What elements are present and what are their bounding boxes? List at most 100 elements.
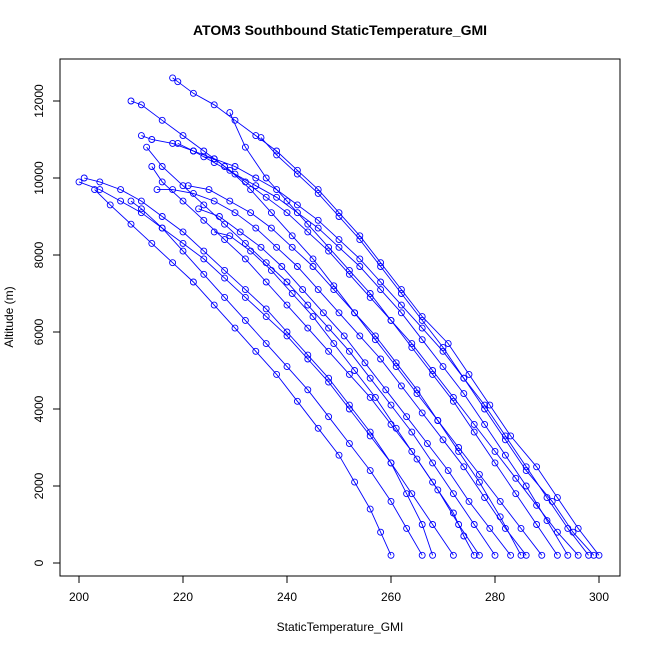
- y-tick-label: 8000: [32, 241, 46, 268]
- data-point: [148, 136, 156, 143]
- data-point: [221, 274, 229, 282]
- y-tick-label: 2000: [32, 472, 46, 499]
- data-point: [413, 386, 421, 394]
- data-point: [174, 139, 182, 147]
- data-point: [387, 459, 395, 467]
- series-line: [141, 135, 589, 556]
- data-point: [309, 263, 317, 270]
- data-point: [179, 239, 187, 247]
- data-point: [366, 374, 374, 382]
- series-line: [157, 189, 527, 556]
- data-point: [449, 490, 457, 498]
- data-point: [340, 332, 348, 340]
- data-point: [210, 228, 218, 236]
- data-point: [403, 413, 411, 421]
- data-point: [475, 470, 483, 478]
- data-point: [247, 247, 255, 255]
- data-point: [460, 532, 468, 540]
- plot-area: [75, 74, 603, 559]
- data-point: [210, 301, 218, 309]
- data-point: [397, 301, 405, 309]
- data-point: [512, 474, 520, 482]
- data-point: [293, 201, 301, 209]
- y-tick-label: 0: [32, 559, 46, 566]
- data-point: [408, 428, 416, 436]
- data-point: [267, 209, 275, 217]
- data-point: [429, 521, 437, 528]
- data-point: [585, 551, 593, 559]
- data-point: [304, 220, 312, 228]
- data-point: [148, 163, 156, 170]
- data-point: [231, 209, 239, 217]
- data-point: [366, 505, 374, 513]
- data-point: [392, 359, 400, 367]
- data-point: [387, 420, 395, 428]
- data-point: [293, 170, 301, 178]
- data-point: [309, 255, 317, 263]
- data-point: [351, 309, 359, 317]
- series: [91, 186, 395, 559]
- data-point: [496, 513, 504, 521]
- data-point: [189, 147, 197, 155]
- data-point: [262, 305, 270, 313]
- data-point: [169, 74, 177, 82]
- data-point: [507, 432, 515, 440]
- x-tick-label: 280: [485, 590, 505, 604]
- data-point: [247, 209, 255, 217]
- data-point: [491, 551, 499, 559]
- data-point: [262, 193, 270, 201]
- data-point: [335, 213, 343, 220]
- data-point: [470, 551, 478, 559]
- data-point: [91, 186, 99, 194]
- data-point: [564, 551, 572, 559]
- data-point: [283, 197, 291, 205]
- data-point: [247, 186, 255, 194]
- data-point: [387, 551, 395, 559]
- data-point: [377, 528, 385, 536]
- data-point: [241, 143, 249, 151]
- series: [137, 132, 593, 559]
- data-point: [273, 243, 281, 251]
- data-point: [299, 286, 307, 294]
- data-point: [169, 139, 177, 147]
- data-point: [252, 347, 260, 355]
- data-point: [288, 243, 296, 251]
- data-point: [179, 132, 187, 140]
- series-line: [229, 112, 558, 556]
- data-point: [169, 259, 177, 267]
- data-point: [418, 521, 426, 528]
- data-point: [501, 524, 509, 532]
- data-point: [366, 467, 374, 475]
- data-point: [397, 382, 405, 390]
- data-point: [283, 332, 291, 340]
- chart-title: ATOM3 Southbound StaticTemperature_GMI: [193, 22, 487, 38]
- data-point: [195, 205, 203, 213]
- y-tick-label: 10000: [32, 161, 46, 195]
- data-point: [335, 451, 343, 459]
- data-point: [106, 201, 114, 209]
- data-point: [387, 316, 395, 324]
- data-point: [158, 224, 166, 232]
- data-point: [356, 332, 364, 340]
- data-point: [455, 447, 463, 455]
- data-point: [449, 551, 457, 559]
- data-point: [444, 467, 452, 475]
- data-point: [533, 501, 541, 509]
- x-tick-label: 220: [173, 590, 193, 604]
- data-point: [366, 393, 374, 401]
- data-point: [137, 197, 145, 205]
- data-point: [293, 263, 301, 270]
- data-point: [304, 301, 312, 309]
- y-axis-label: Altitude (m): [2, 286, 16, 347]
- data-point: [356, 263, 364, 270]
- data-point: [221, 236, 229, 244]
- data-point: [403, 524, 411, 532]
- data-point: [429, 459, 437, 467]
- data-point: [470, 420, 478, 428]
- data-point: [408, 490, 416, 498]
- data-point: [200, 201, 208, 209]
- data-point: [590, 551, 598, 559]
- data-point: [293, 397, 301, 405]
